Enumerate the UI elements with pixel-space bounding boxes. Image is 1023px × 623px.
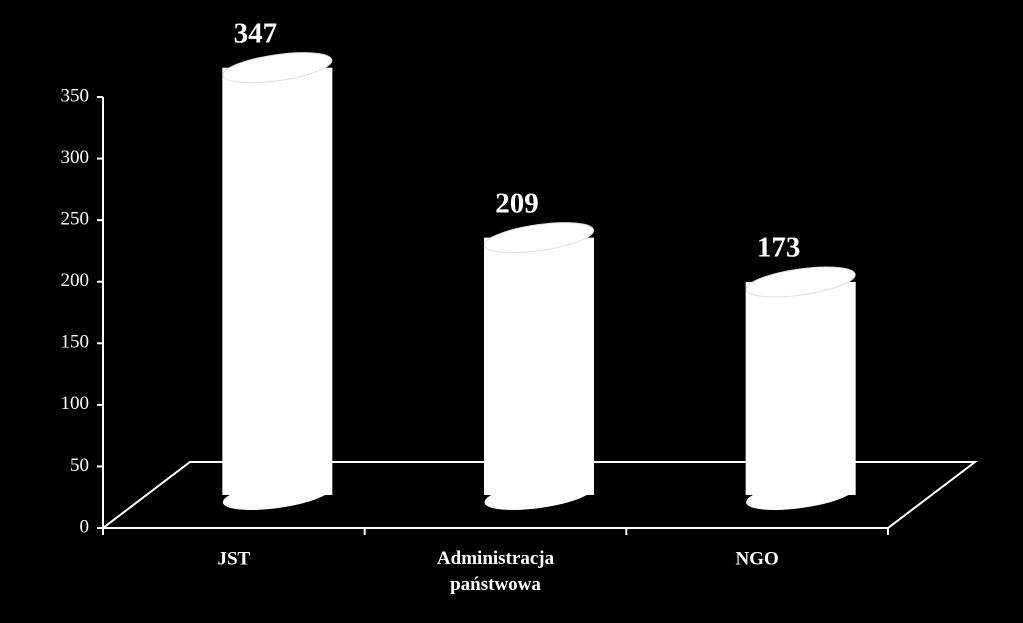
cylinder-bottom [484,480,594,510]
cylinder-bottom [746,480,856,510]
y-tick-label: 150 [61,332,90,353]
cylinder-top [484,222,594,254]
cylinder [745,266,856,510]
value-label: 173 [757,232,801,264]
value-label: 209 [495,187,539,219]
cylinder-top [745,266,856,298]
cylinder-body [484,237,594,496]
y-tick-label: 100 [61,393,90,414]
x-tick-label: NGO [736,548,779,569]
y-tick-label: 200 [61,270,90,291]
y-tick-label: 50 [70,455,89,476]
value-label: 347 [234,17,278,49]
cylinder-body [222,67,333,496]
y-tick-label: 350 [61,85,90,106]
x-tick-label: JST [217,548,250,569]
cylinder [222,52,333,510]
cylinder-body [745,281,856,495]
y-tick-label: 250 [61,209,90,230]
cylinder-top [222,52,333,84]
x-tick-label: Administracja państwowa [437,548,555,595]
cylinder-bottom [222,480,332,510]
cylinder [484,222,594,510]
y-tick-label: 0 [80,516,90,537]
y-tick-label: 300 [61,147,90,168]
